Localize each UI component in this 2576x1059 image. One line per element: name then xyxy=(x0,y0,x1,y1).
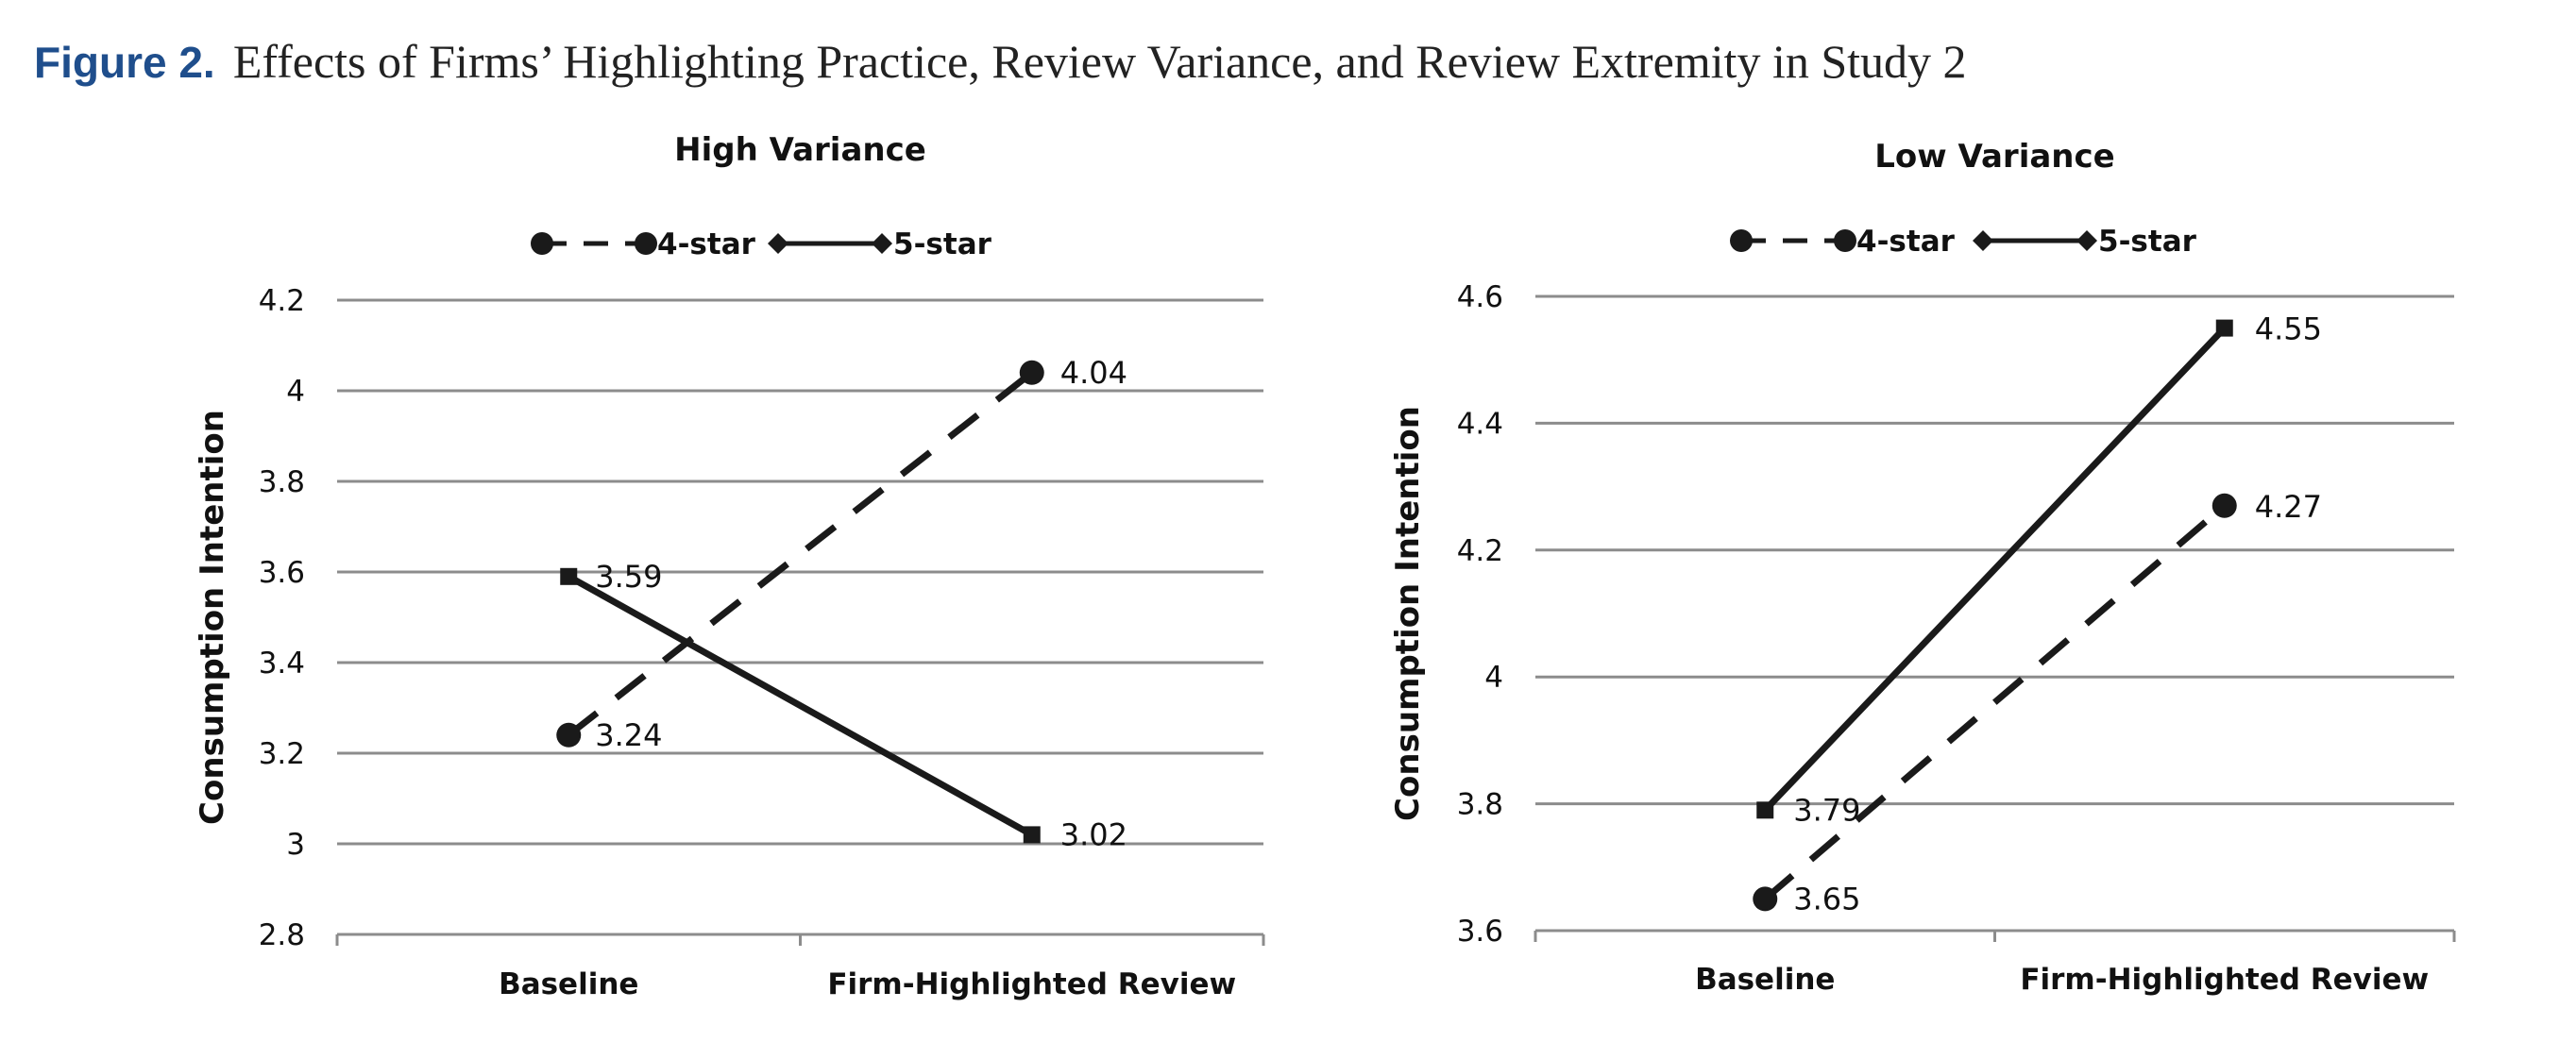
high-variance-data-label-5-star: 3.59 xyxy=(595,559,662,595)
high-variance-ytick-label: 3 xyxy=(286,828,305,862)
high-variance-point-4-star xyxy=(1019,360,1044,385)
high-variance-ytick-label: 3.6 xyxy=(259,556,305,590)
high-variance-legend-label-4-star: 4-star xyxy=(657,227,756,261)
low-variance-ytick-label: 4 xyxy=(1484,661,1503,695)
low-variance-legend-marker-start-5-star xyxy=(1973,230,1993,251)
low-variance-data-label-4-star: 3.65 xyxy=(1793,881,1860,916)
high-variance-legend: 4-star 5-star xyxy=(531,227,992,261)
high-variance-data-label-5-star: 3.02 xyxy=(1060,816,1127,852)
low-variance-point-5-star xyxy=(2215,319,2233,337)
high-variance-ytick-label: 3.8 xyxy=(259,465,305,499)
high-variance-ytick-label: 3.4 xyxy=(259,647,305,681)
high-variance-data-label-4-star: 3.24 xyxy=(595,717,662,753)
high-variance-legend-label-5-star: 5-star xyxy=(893,227,992,261)
low-variance-legend-label-5-star: 5-star xyxy=(2098,225,2197,259)
low-variance-legend-marker-start-4-star xyxy=(1730,229,1753,252)
low-variance-ytick-label: 4.6 xyxy=(1457,280,1503,314)
low-variance-ytick-label: 4.4 xyxy=(1457,407,1503,441)
low-variance-point-4-star xyxy=(1753,886,1778,912)
high-variance-point-5-star xyxy=(560,567,578,585)
low-variance-data-label-5-star: 3.79 xyxy=(1793,792,1860,828)
low-variance-legend-item-5-star: 5-star xyxy=(1973,225,2197,259)
low-variance-category-label: Firm-Highlighted Review xyxy=(2020,963,2429,997)
low-variance-data-label-4-star: 4.27 xyxy=(2255,489,2322,525)
high-variance-data-label-4-star: 4.04 xyxy=(1060,355,1127,391)
high-variance-ytick-label: 3.2 xyxy=(259,737,305,771)
low-variance-y-axis-label: Consumption Intention xyxy=(1389,406,1427,821)
low-variance-point-4-star xyxy=(2212,493,2237,518)
high-variance-point-5-star xyxy=(1023,826,1041,844)
high-variance-legend-marker-end-5-star xyxy=(872,233,892,254)
low-variance-legend: 4-star 5-star xyxy=(1730,225,2197,259)
high-variance-ytick-label: 4 xyxy=(286,375,305,409)
low-variance-legend-item-4-star: 4-star xyxy=(1730,225,1956,259)
low-variance-legend-label-4-star: 4-star xyxy=(1856,225,1956,259)
high-variance-y-axis-label: Consumption Intention xyxy=(194,410,231,825)
high-variance-series-line-4-star xyxy=(567,370,1034,738)
high-variance-legend-item-4-star: 4-star xyxy=(531,227,756,261)
low-variance-ytick-label: 3.6 xyxy=(1457,915,1503,949)
high-variance-category-label: Baseline xyxy=(499,967,638,1001)
low-variance-chart-title: Low Variance xyxy=(1874,138,2114,176)
chart-low-variance: Low Variance 4-star 5-star 3.6 3.8 4 4.2 4.4 4.6… xyxy=(1389,138,2456,997)
low-variance-legend-marker-end-4-star xyxy=(1834,229,1856,252)
low-variance-ytick-label: 3.8 xyxy=(1457,788,1503,822)
high-variance-ytick-label: 4.2 xyxy=(259,284,305,318)
high-variance-legend-marker-start-4-star xyxy=(531,232,553,255)
low-variance-series-line-4-star xyxy=(1762,503,2228,902)
low-variance-point-5-star xyxy=(1756,801,1774,819)
high-variance-legend-marker-start-5-star xyxy=(768,233,788,254)
low-variance-series-line-5-star xyxy=(1762,326,2228,813)
low-variance-ytick-label: 4.2 xyxy=(1457,534,1503,568)
high-variance-ytick-label: 2.8 xyxy=(259,918,305,952)
figure-title: Effects of Firms’ Highlighting Practice,… xyxy=(232,35,1967,88)
high-variance-point-4-star xyxy=(556,722,582,748)
high-variance-chart-title: High Variance xyxy=(674,131,926,169)
high-variance-legend-marker-end-4-star xyxy=(635,232,657,255)
high-variance-legend-item-5-star: 5-star xyxy=(768,227,992,261)
high-variance-series-line-5-star xyxy=(567,573,1034,838)
low-variance-category-label: Baseline xyxy=(1695,963,1835,997)
figure-header: Figure 2. Effects of Firms’ Highlighting… xyxy=(34,34,1967,89)
figure-label: Figure 2. xyxy=(34,38,215,87)
high-variance-category-label: Firm-Highlighted Review xyxy=(827,967,1236,1001)
chart-high-variance: High Variance 4-star 5-star 2.8 3 3.2 3.4 3.6 3.… xyxy=(194,131,1265,1001)
low-variance-legend-marker-end-5-star xyxy=(2076,230,2097,251)
low-variance-data-label-5-star: 4.55 xyxy=(2255,311,2322,347)
